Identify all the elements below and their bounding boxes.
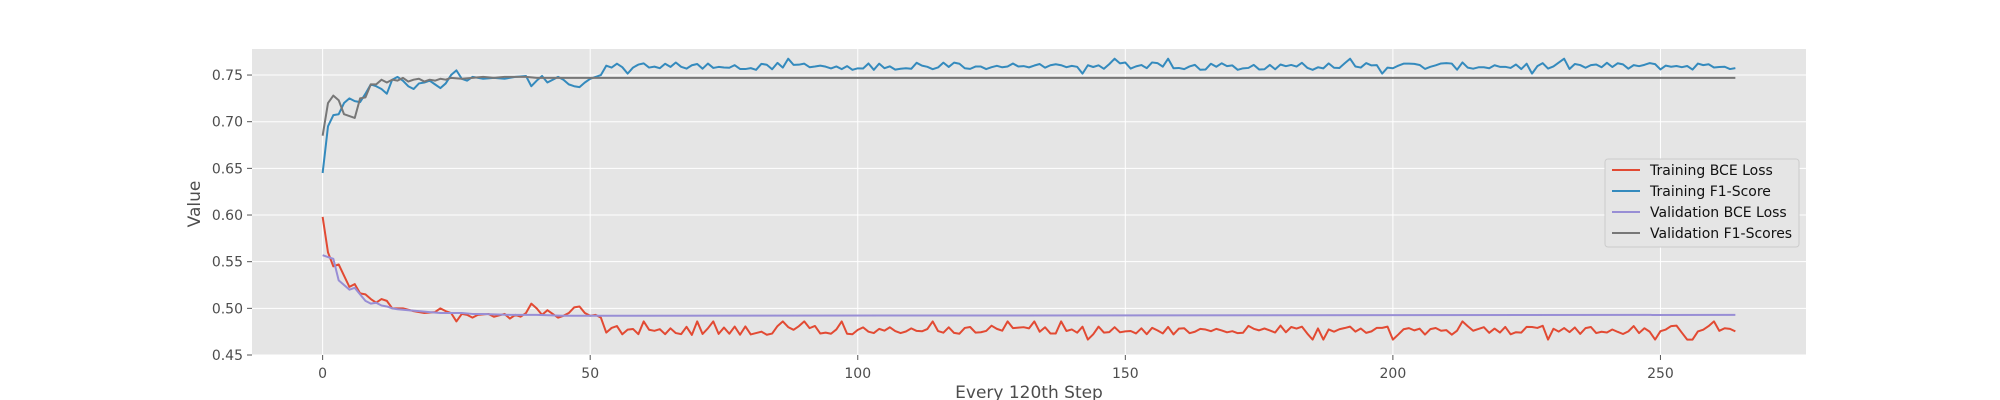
- plot-area: [252, 49, 1806, 355]
- x-tick-label: 0: [318, 366, 327, 382]
- series-line-training-f1-score: [321, 57, 1736, 174]
- legend-label-validation-f1-scores: Validation F1-Scores: [1650, 226, 1792, 242]
- y-tick-label: 0.50: [212, 301, 243, 317]
- y-axis-label: Value: [185, 181, 205, 228]
- legend-label-validation-bce-loss: Validation BCE Loss: [1650, 205, 1787, 221]
- grid-lines: [252, 49, 1806, 356]
- y-tick-label: 0.75: [212, 68, 243, 84]
- x-axis-ticks: 0 50 100 150 200 250: [318, 355, 1674, 382]
- series-line-validation-bce-loss: [322, 254, 1736, 317]
- legend-box: [1604, 158, 1800, 248]
- y-axis-ticks: 0.45 0.50 0.55 0.60 0.65 0.70 0.75: [212, 68, 252, 364]
- y-tick-label: 0.60: [212, 208, 243, 224]
- y-tick-label: 0.70: [212, 115, 243, 131]
- x-tick-label: 50: [581, 366, 599, 382]
- x-tick-label: 200: [1380, 366, 1407, 382]
- series-line-training-bce-loss: [321, 216, 1736, 341]
- series-line-validation-f1-scores: [321, 75, 1736, 136]
- x-tick-label: 250: [1647, 366, 1674, 382]
- y-tick-label: 0.55: [212, 255, 243, 271]
- y-tick-label: 0.45: [212, 348, 243, 364]
- x-axis-label: Every 120th Step: [955, 383, 1103, 400]
- legend-label-training-f1-score: Training F1-Score: [1649, 184, 1771, 200]
- y-tick-label: 0.65: [212, 161, 243, 177]
- series-lines: [321, 57, 1736, 341]
- x-tick-label: 150: [1112, 366, 1139, 382]
- legend: Training BCE Loss Training F1-Score Vali…: [1604, 158, 1800, 248]
- legend-label-training-bce-loss: Training BCE Loss: [1649, 163, 1773, 179]
- x-tick-label: 100: [844, 366, 871, 382]
